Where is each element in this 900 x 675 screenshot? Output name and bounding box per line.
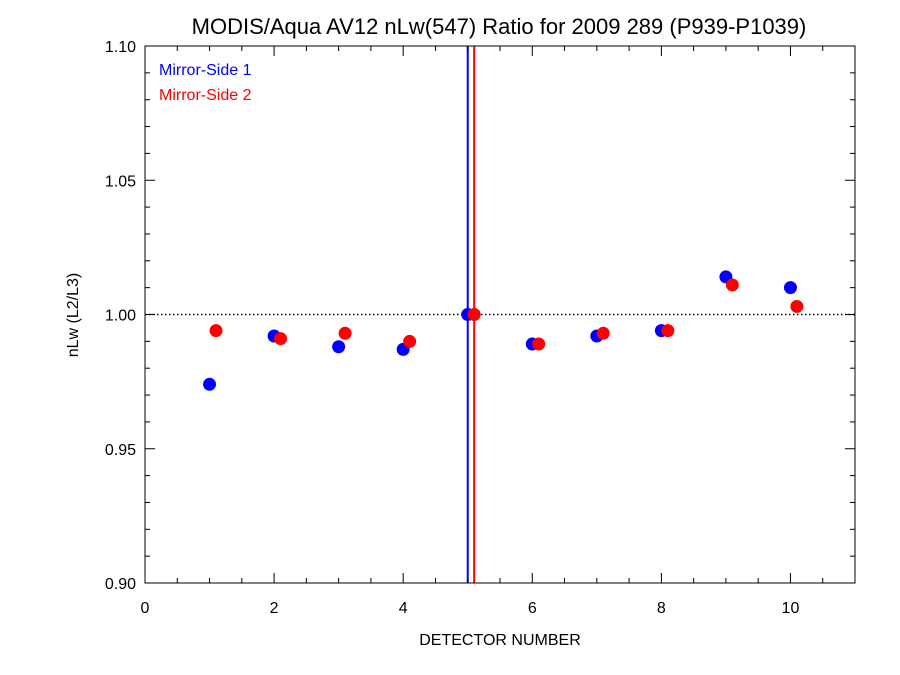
data-point-series-2: [661, 324, 675, 338]
legend: Mirror-Side 1 Mirror-Side 2: [159, 62, 252, 104]
data-point-series-2: [274, 332, 288, 346]
data-point-series-1: [203, 377, 217, 391]
data-point-series-2: [467, 308, 481, 321]
axis-ticks: [144, 45, 856, 584]
y-tick-label: 0.90: [105, 576, 136, 593]
data-point-series-2: [403, 334, 417, 348]
y-tick-label: 0.95: [105, 442, 136, 459]
data-point-series-2: [596, 326, 610, 340]
data-point-series-2: [338, 326, 352, 340]
x-axis-label: DETECTOR NUMBER: [419, 632, 581, 649]
data-point-series-2: [790, 299, 804, 313]
x-tick-label: 4: [399, 600, 408, 617]
data-point-series-2: [532, 337, 546, 351]
data-point-series-2: [725, 278, 739, 292]
x-tick-label: 2: [270, 600, 279, 617]
data-points: [203, 270, 804, 391]
legend-entry-mirror-side-1: Mirror-Side 1: [159, 62, 252, 79]
chart-title: MODIS/Aqua AV12 nLw(547) Ratio for 2009 …: [192, 14, 807, 39]
x-tick-label: 6: [528, 600, 537, 617]
x-tick-label: 10: [782, 600, 800, 617]
x-tick-labels: 0 2 4 6 8 10: [141, 600, 800, 617]
y-tick-label: 1.05: [105, 173, 136, 190]
y-tick-labels: 0.90 0.95 1.00 1.05 1.10: [105, 39, 136, 593]
data-point-series-1: [332, 340, 346, 354]
data-point-series-1: [783, 281, 797, 295]
y-tick-label: 1.00: [105, 308, 136, 325]
plot-frame: [144, 45, 856, 584]
y-tick-label: 1.10: [105, 39, 136, 56]
x-tick-label: 0: [141, 600, 150, 617]
legend-entry-mirror-side-2: Mirror-Side 2: [159, 87, 252, 104]
y-axis-label: nLw (L2/L3): [65, 273, 82, 358]
x-tick-label: 8: [657, 600, 666, 617]
data-point-series-2: [209, 324, 223, 338]
